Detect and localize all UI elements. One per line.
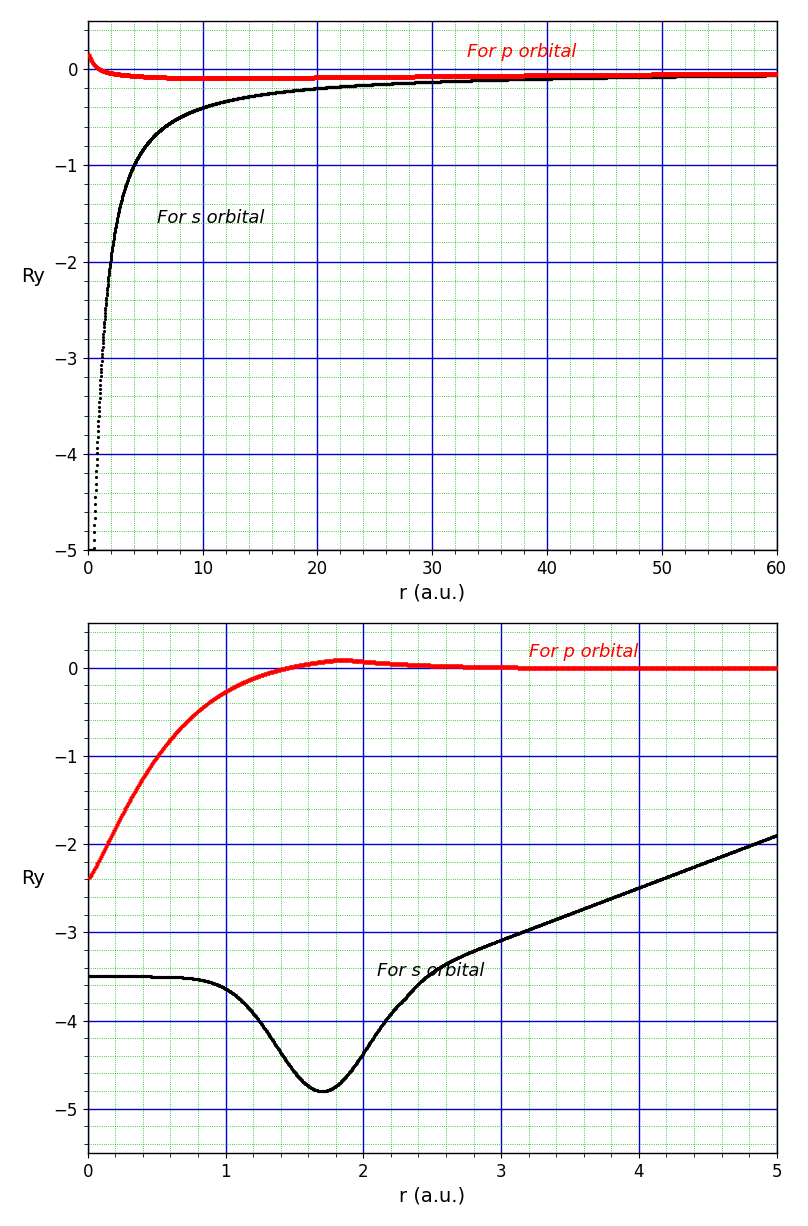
Text: For p orbital: For p orbital [528, 642, 638, 661]
Y-axis label: Ry: Ry [21, 266, 44, 286]
Y-axis label: Ry: Ry [21, 869, 44, 888]
X-axis label: r (a.u.): r (a.u.) [399, 584, 465, 603]
X-axis label: r (a.u.): r (a.u.) [399, 1187, 465, 1205]
Text: For s orbital: For s orbital [157, 208, 264, 227]
Text: For p orbital: For p orbital [467, 43, 576, 61]
Text: For s orbital: For s orbital [377, 962, 485, 981]
